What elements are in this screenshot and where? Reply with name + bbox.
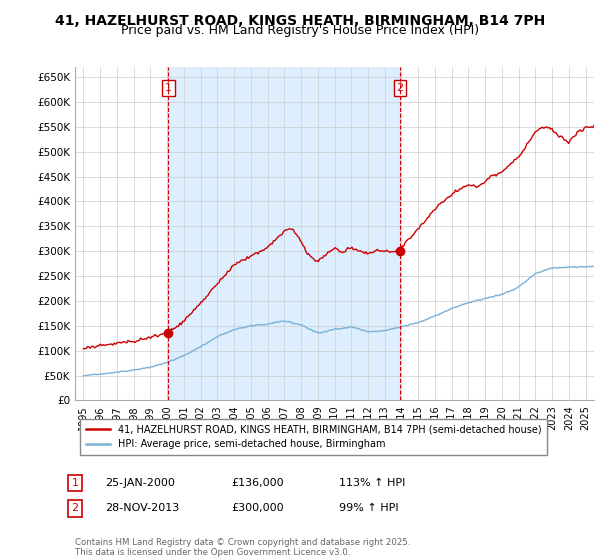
Text: 99% ↑ HPI: 99% ↑ HPI xyxy=(339,503,398,514)
Text: 1: 1 xyxy=(71,478,79,488)
Text: £136,000: £136,000 xyxy=(231,478,284,488)
Text: 2: 2 xyxy=(71,503,79,514)
Text: 1: 1 xyxy=(165,83,172,93)
Text: 25-JAN-2000: 25-JAN-2000 xyxy=(105,478,175,488)
Text: 113% ↑ HPI: 113% ↑ HPI xyxy=(339,478,406,488)
Text: £300,000: £300,000 xyxy=(231,503,284,514)
Text: Price paid vs. HM Land Registry's House Price Index (HPI): Price paid vs. HM Land Registry's House … xyxy=(121,24,479,36)
Bar xyxy=(168,67,400,400)
Text: 2: 2 xyxy=(397,83,404,93)
Text: 41, HAZELHURST ROAD, KINGS HEATH, BIRMINGHAM, B14 7PH: 41, HAZELHURST ROAD, KINGS HEATH, BIRMIN… xyxy=(55,14,545,28)
Text: 28-NOV-2013: 28-NOV-2013 xyxy=(105,503,179,514)
Text: Contains HM Land Registry data © Crown copyright and database right 2025.
This d: Contains HM Land Registry data © Crown c… xyxy=(75,538,410,557)
Legend: 41, HAZELHURST ROAD, KINGS HEATH, BIRMINGHAM, B14 7PH (semi-detached house), HPI: 41, HAZELHURST ROAD, KINGS HEATH, BIRMIN… xyxy=(80,418,547,455)
